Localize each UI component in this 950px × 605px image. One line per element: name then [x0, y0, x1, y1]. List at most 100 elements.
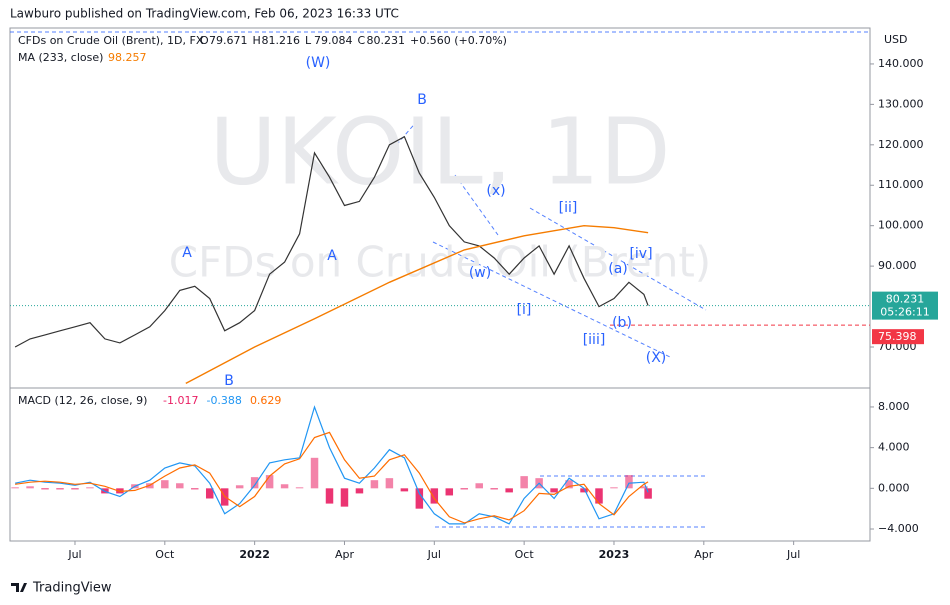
x-tick-label: 2023 — [599, 548, 630, 561]
x-tick-label: 2022 — [239, 548, 270, 561]
change: +0.560 (+0.70%) — [410, 34, 507, 47]
histogram-bar — [580, 488, 588, 493]
x-tick-label: Apr — [335, 548, 355, 561]
alert-badge — [872, 329, 924, 345]
alert-badge-value: 75.398 — [878, 330, 917, 343]
ohlc-label: H — [253, 34, 261, 47]
moving-average — [185, 224, 649, 385]
ohlc-value: 79.084 — [314, 34, 353, 47]
watermark: UKOIL, 1D — [209, 98, 670, 205]
histogram-bar — [625, 475, 633, 489]
brand-name: TradingView — [32, 581, 112, 596]
brand: TradingView — [11, 581, 112, 596]
x-tick-label: Jul — [786, 548, 800, 561]
price-line — [14, 135, 649, 348]
histogram-bar — [280, 484, 289, 489]
histogram-bar — [355, 488, 364, 494]
wave-label: (x) — [486, 183, 505, 199]
histogram-bar — [235, 485, 244, 489]
histogram-bar — [400, 488, 409, 492]
wave-label: [i] — [517, 302, 532, 318]
histogram-bar — [385, 478, 394, 489]
histogram-bar — [415, 488, 424, 509]
countdown: 05:26:11 — [880, 306, 929, 319]
histogram-bar — [520, 476, 528, 489]
wave-label: (w) — [469, 265, 491, 281]
histogram-bar — [644, 488, 652, 499]
histogram-bar — [430, 488, 439, 504]
drawings — [391, 119, 707, 528]
ohlc-label: C — [358, 34, 366, 47]
ohlc-label: L — [305, 34, 312, 47]
ma-legend: MA (233, close) — [18, 51, 103, 64]
x-tick-label: Jul — [427, 548, 441, 561]
histogram-bar — [445, 488, 454, 496]
trend-line — [529, 207, 707, 311]
ma-value: 98.257 — [108, 51, 147, 64]
x-tick-label: Oct — [155, 548, 175, 561]
wave-label: (b) — [612, 315, 632, 331]
y-tick-label: 4.000 — [878, 441, 910, 454]
wave-label: A — [327, 248, 337, 264]
x-tick-label: Jul — [67, 548, 81, 561]
price-badge-value: 80.231 — [886, 293, 925, 306]
histogram-bar — [505, 488, 513, 493]
histogram-bar — [250, 477, 259, 489]
y-tick-label: 140.000 — [878, 57, 924, 70]
wave-label: B — [417, 92, 427, 108]
histogram-bar — [176, 483, 184, 489]
y-tick-label: 100.000 — [878, 219, 924, 232]
histogram-bar — [265, 475, 274, 489]
histogram-bar — [191, 488, 199, 490]
histogram-bar — [56, 488, 64, 490]
y-tick-label: 8.000 — [878, 400, 910, 413]
symbol-title: CFDs on Crude Oil (Brent), 1D, FX — [18, 34, 204, 47]
histogram-bar — [295, 487, 304, 489]
macd-line — [15, 431, 649, 524]
wave-label: (W) — [306, 55, 331, 71]
price-badge — [872, 291, 938, 320]
histogram-bar — [610, 487, 618, 489]
histogram-bar — [310, 457, 319, 489]
histogram-bar — [565, 480, 573, 489]
wave-label: [iii] — [583, 332, 606, 348]
ohlc-label: O — [200, 34, 209, 47]
wave-label: (X) — [646, 350, 667, 366]
currency: USD — [884, 33, 908, 46]
histogram-bar — [640, 486, 648, 489]
wave-label: [ii] — [559, 200, 578, 216]
wave-label: A — [182, 245, 192, 261]
watermark: CFDs on Crude Oil (Brent) — [169, 238, 711, 287]
wave-label: B — [224, 373, 234, 389]
ohlc-value: 80.231 — [367, 34, 406, 47]
macd-legend-value: 0.629 — [250, 394, 282, 407]
wave-label: (a) — [608, 261, 628, 277]
y-tick-label: −4.000 — [878, 522, 919, 535]
frame — [9, 27, 871, 542]
histogram-bar — [340, 488, 349, 507]
trend-line — [432, 241, 673, 359]
histogram-bar — [325, 488, 334, 504]
histogram-bar — [26, 486, 34, 489]
macd-line — [14, 405, 649, 525]
histogram-bar — [205, 488, 214, 499]
trend-line — [454, 174, 499, 236]
histogram-bar — [460, 488, 468, 490]
y-tick-label: 0.000 — [878, 481, 910, 494]
ohlc-value: 79.671 — [209, 34, 248, 47]
histogram-bar — [370, 480, 379, 489]
y-tick-label: 130.000 — [878, 97, 924, 110]
histogram-bar — [11, 487, 19, 489]
y-tick-label: 110.000 — [878, 178, 924, 191]
y-tick-label: 90.000 — [878, 259, 917, 272]
ohlc-value: 81.216 — [262, 34, 301, 47]
x-tick-label: Apr — [694, 548, 714, 561]
y-tick-label: 120.000 — [878, 138, 924, 151]
macd-title: MACD (12, 26, close, 9) — [18, 394, 147, 407]
histogram-bar — [475, 483, 483, 489]
histogram-bar — [595, 488, 603, 504]
x-tick-label: Oct — [515, 548, 535, 561]
wave-label: [iv] — [629, 246, 652, 262]
